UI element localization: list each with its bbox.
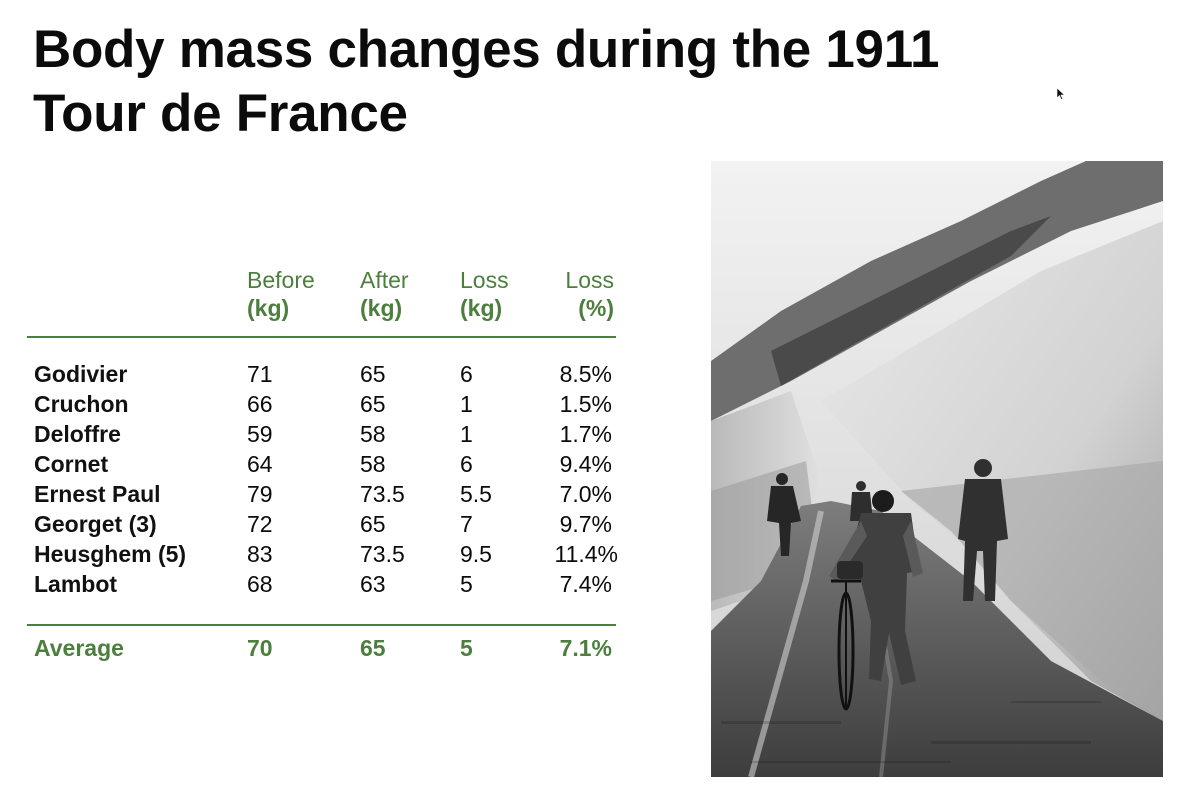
column-header-before: Before (kg): [247, 266, 315, 322]
loss-kg-value: 1: [460, 421, 473, 447]
column-header-after-unit: (kg): [360, 295, 403, 321]
historic-cycling-photo: [711, 161, 1163, 777]
average-loss-pct: 7.1%: [559, 635, 612, 661]
after-value: 73.5: [360, 541, 405, 567]
after-value: 58: [360, 421, 386, 447]
before-value: 71: [247, 361, 273, 387]
average-label: Average: [34, 635, 124, 661]
mouse-cursor-icon: [1057, 88, 1065, 100]
rider-name: Ernest Paul: [34, 481, 161, 507]
before-value: 66: [247, 391, 273, 417]
slide-title: Body mass changes during the 1911 Tour d…: [33, 18, 1133, 146]
loss-pct-value: 7.4%: [559, 571, 612, 597]
before-value: 64: [247, 451, 273, 477]
rider-name: Cruchon: [34, 391, 129, 417]
loss-pct-value: 8.5%: [559, 361, 612, 387]
body-mass-table: Before (kg) After (kg) Loss (kg) Loss (%…: [27, 266, 618, 661]
loss-pct-value: 9.4%: [559, 451, 612, 477]
loss-pct-value: 11.4%: [554, 541, 618, 567]
column-header-loss-pct-label: Loss: [565, 267, 614, 293]
column-header-before-label: Before: [247, 267, 315, 293]
loss-kg-value: 7: [460, 511, 473, 537]
after-value: 63: [360, 571, 386, 597]
column-header-before-unit: (kg): [247, 295, 290, 321]
column-header-loss-kg-label: Loss: [460, 267, 509, 293]
rider-name: Cornet: [34, 451, 109, 477]
rider-name: Deloffre: [34, 421, 121, 447]
column-header-after: After (kg): [360, 266, 409, 322]
loss-kg-value: 9.5: [460, 541, 492, 567]
slide-title-line-1: Body mass changes during the 1911: [33, 20, 940, 79]
after-value: 65: [360, 511, 386, 537]
after-value: 65: [360, 391, 386, 417]
average-after: 65: [360, 635, 386, 661]
loss-kg-value: 6: [460, 451, 473, 477]
rider-name: Godivier: [34, 361, 128, 387]
column-header-loss-kg-unit: (kg): [460, 295, 503, 321]
column-header-after-label: After: [360, 267, 409, 293]
loss-kg-value: 1: [460, 391, 473, 417]
loss-pct-value: 9.7%: [559, 511, 612, 537]
rider-name: Lambot: [34, 571, 118, 597]
before-value: 59: [247, 421, 273, 447]
header-divider: [27, 336, 616, 338]
before-value: 79: [247, 481, 273, 507]
loss-pct-value: 7.0%: [559, 481, 612, 507]
after-value: 73.5: [360, 481, 405, 507]
before-value: 83: [247, 541, 273, 567]
loss-pct-value: 1.5%: [559, 391, 612, 417]
after-value: 65: [360, 361, 386, 387]
before-value: 72: [247, 511, 273, 537]
average-divider: [27, 624, 616, 626]
photo-illustration: [711, 161, 1163, 777]
rider-name: Georget (3): [34, 511, 157, 537]
average-loss-kg: 5: [460, 635, 473, 661]
slide-title-line-2: Tour de France: [33, 84, 408, 143]
column-header-loss-pct-unit: (%): [578, 295, 614, 321]
rider-name: Heusghem (5): [34, 541, 187, 567]
column-header-loss-kg: Loss (kg): [460, 266, 509, 322]
loss-kg-value: 6: [460, 361, 473, 387]
average-before: 70: [247, 635, 273, 661]
after-value: 58: [360, 451, 386, 477]
before-value: 68: [247, 571, 273, 597]
loss-kg-value: 5: [460, 571, 473, 597]
loss-kg-value: 5.5: [460, 481, 492, 507]
loss-pct-value: 1.7%: [559, 421, 612, 447]
column-header-loss-pct: Loss (%): [540, 266, 614, 322]
